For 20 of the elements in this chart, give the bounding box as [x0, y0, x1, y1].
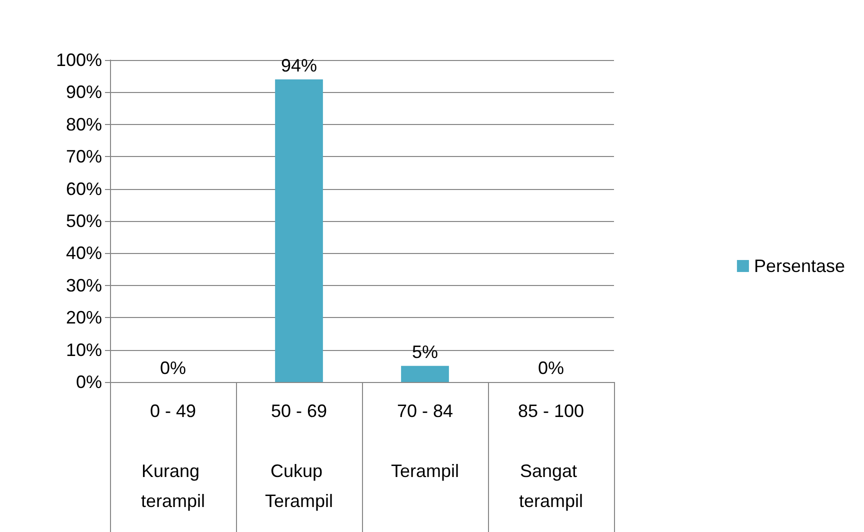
y-tick-label: 70% — [66, 146, 102, 167]
y-tick-label: 50% — [66, 211, 102, 231]
category-label: 0 - 49 Kurang terampil — [140, 401, 206, 511]
y-tick-label: 90% — [66, 82, 102, 102]
legend-label: Persentase — [754, 256, 846, 276]
y-tick-label: 60% — [66, 178, 102, 199]
data-label: 0% — [538, 358, 564, 378]
data-label: 0% — [160, 358, 186, 378]
y-tick-label: 40% — [66, 243, 102, 264]
y-tick-label: 20% — [66, 308, 102, 328]
data-label: 5% — [412, 342, 438, 362]
data-label: 94% — [280, 55, 318, 76]
category-label: 50 - 69 Cukup Terampil — [264, 401, 334, 511]
y-tick-label: 80% — [66, 114, 102, 134]
y-tick-label: 0% — [76, 372, 102, 392]
category-label: 85 - 100 Sangat terampil — [518, 401, 584, 511]
y-tick-label: 10% — [66, 340, 102, 360]
y-tick-label: 100% — [56, 50, 102, 70]
y-tick-label: 30% — [66, 275, 102, 296]
category-label: 70 - 84 Terampil — [390, 401, 460, 481]
